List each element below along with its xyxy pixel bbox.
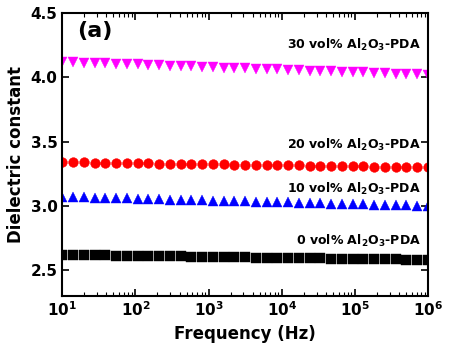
Text: (a): (a) [77, 21, 112, 41]
Text: 20 vol% $\mathbf{Al_2O_3}$-PDA: 20 vol% $\mathbf{Al_2O_3}$-PDA [287, 138, 421, 154]
Y-axis label: Dielectric constant: Dielectric constant [7, 66, 25, 243]
Text: 30 vol% $\mathbf{Al_2O_3}$-PDA: 30 vol% $\mathbf{Al_2O_3}$-PDA [287, 37, 421, 53]
X-axis label: Frequency (Hz): Frequency (Hz) [174, 325, 316, 343]
Text: 10 vol% $\mathbf{Al_2O_3}$-PDA: 10 vol% $\mathbf{Al_2O_3}$-PDA [287, 181, 421, 197]
Text: 0 vol% $\mathbf{Al_2O_3}$-PDA: 0 vol% $\mathbf{Al_2O_3}$-PDA [296, 233, 421, 249]
